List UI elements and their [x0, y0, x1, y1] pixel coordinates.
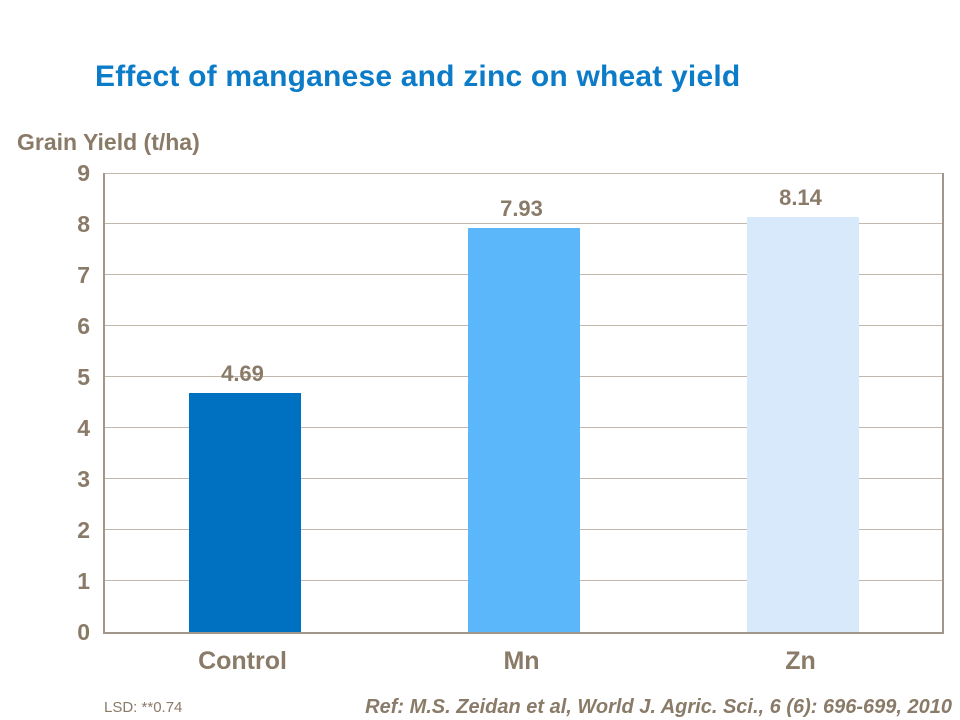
lsd-note: LSD: **0.74 [104, 699, 183, 716]
y-tick-label-1: 1 [77, 568, 90, 594]
y-tick-label-9: 9 [77, 160, 90, 186]
y-tick-label-8: 8 [77, 211, 90, 237]
value-label-zn: 8.14 [779, 185, 822, 210]
category-label-mn: Mn [503, 647, 540, 675]
reference-citation: Ref: M.S. Zeidan et al, World J. Agric. … [365, 696, 952, 718]
category-label-control: Control [198, 647, 287, 675]
gridline-9 [105, 173, 942, 174]
y-tick-label-2: 2 [77, 517, 90, 543]
y-tick-label-3: 3 [77, 466, 90, 492]
chart-title: Effect of manganese and zinc on wheat yi… [95, 60, 741, 93]
y-tick-label-7: 7 [77, 262, 90, 288]
gridline-8 [105, 223, 942, 224]
bar-control [188, 393, 301, 632]
value-label-control: 4.69 [221, 361, 264, 386]
bar-mn [467, 228, 580, 632]
value-label-mn: 7.93 [500, 196, 543, 221]
category-label-zn: Zn [785, 647, 816, 675]
y-tick-label-0: 0 [77, 619, 90, 645]
y-tick-label-5: 5 [77, 364, 90, 390]
y-axis-title: Grain Yield (t/ha) [17, 129, 200, 155]
plot-area [103, 173, 944, 634]
bar-zn [746, 217, 859, 632]
y-tick-label-6: 6 [77, 313, 90, 339]
y-tick-label-4: 4 [77, 415, 90, 441]
